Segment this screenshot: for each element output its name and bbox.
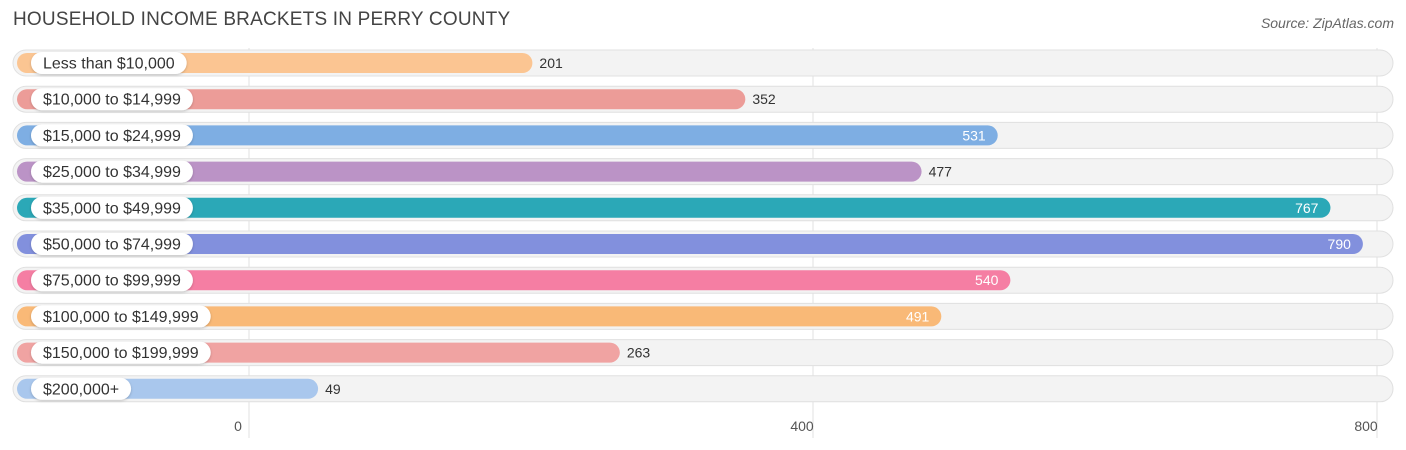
value-label: 491 <box>906 308 930 324</box>
bar <box>17 306 942 327</box>
category-pill <box>31 305 211 328</box>
category-label: $15,000 to $24,999 <box>43 128 181 145</box>
category-label: $200,000+ <box>43 381 119 398</box>
category-pill <box>31 269 193 292</box>
chart-title: HOUSEHOLD INCOME BRACKETS IN PERRY COUNT… <box>13 9 511 30</box>
bar-rows: Less than $10,000 201 $10,000 to $14,999 35… <box>12 49 1394 403</box>
category-label: $150,000 to $199,999 <box>43 345 199 362</box>
value-label: 352 <box>752 91 776 107</box>
category-pill <box>31 160 193 183</box>
bar <box>17 197 1331 218</box>
bar <box>17 270 1011 291</box>
value-label: 790 <box>1328 236 1352 252</box>
category-pill <box>31 124 193 147</box>
bar <box>17 234 1363 254</box>
category-pill <box>31 377 132 400</box>
x-tick-label: 400 <box>790 418 814 434</box>
source-note: Source: ZipAtlas.com <box>1260 15 1394 31</box>
x-axis: 0 400 800 <box>234 418 1378 434</box>
category-label: Less than $10,000 <box>43 56 175 73</box>
value-label: 263 <box>627 345 651 361</box>
value-label: 49 <box>325 381 341 397</box>
category-label: $100,000 to $149,999 <box>43 309 199 326</box>
x-tick-label: 0 <box>234 418 242 434</box>
value-label: 767 <box>1295 200 1319 216</box>
category-pill <box>31 88 193 111</box>
category-label: $50,000 to $74,999 <box>43 237 181 254</box>
category-label: $75,000 to $99,999 <box>43 273 181 290</box>
bar <box>17 125 998 146</box>
row-track <box>12 375 1394 403</box>
value-label: 477 <box>929 164 953 180</box>
category-label: $10,000 to $14,999 <box>43 92 181 109</box>
value-label: 531 <box>962 127 986 143</box>
category-label: $35,000 to $49,999 <box>43 200 181 217</box>
category-pill <box>31 341 211 364</box>
value-label: 201 <box>539 55 563 71</box>
category-pill <box>31 233 193 255</box>
value-label: 540 <box>975 272 999 288</box>
bar <box>17 161 922 182</box>
x-tick-label: 800 <box>1354 418 1378 434</box>
category-pill <box>31 196 193 219</box>
category-pill <box>31 52 187 74</box>
category-label: $25,000 to $34,999 <box>43 164 181 181</box>
bar <box>17 89 746 110</box>
